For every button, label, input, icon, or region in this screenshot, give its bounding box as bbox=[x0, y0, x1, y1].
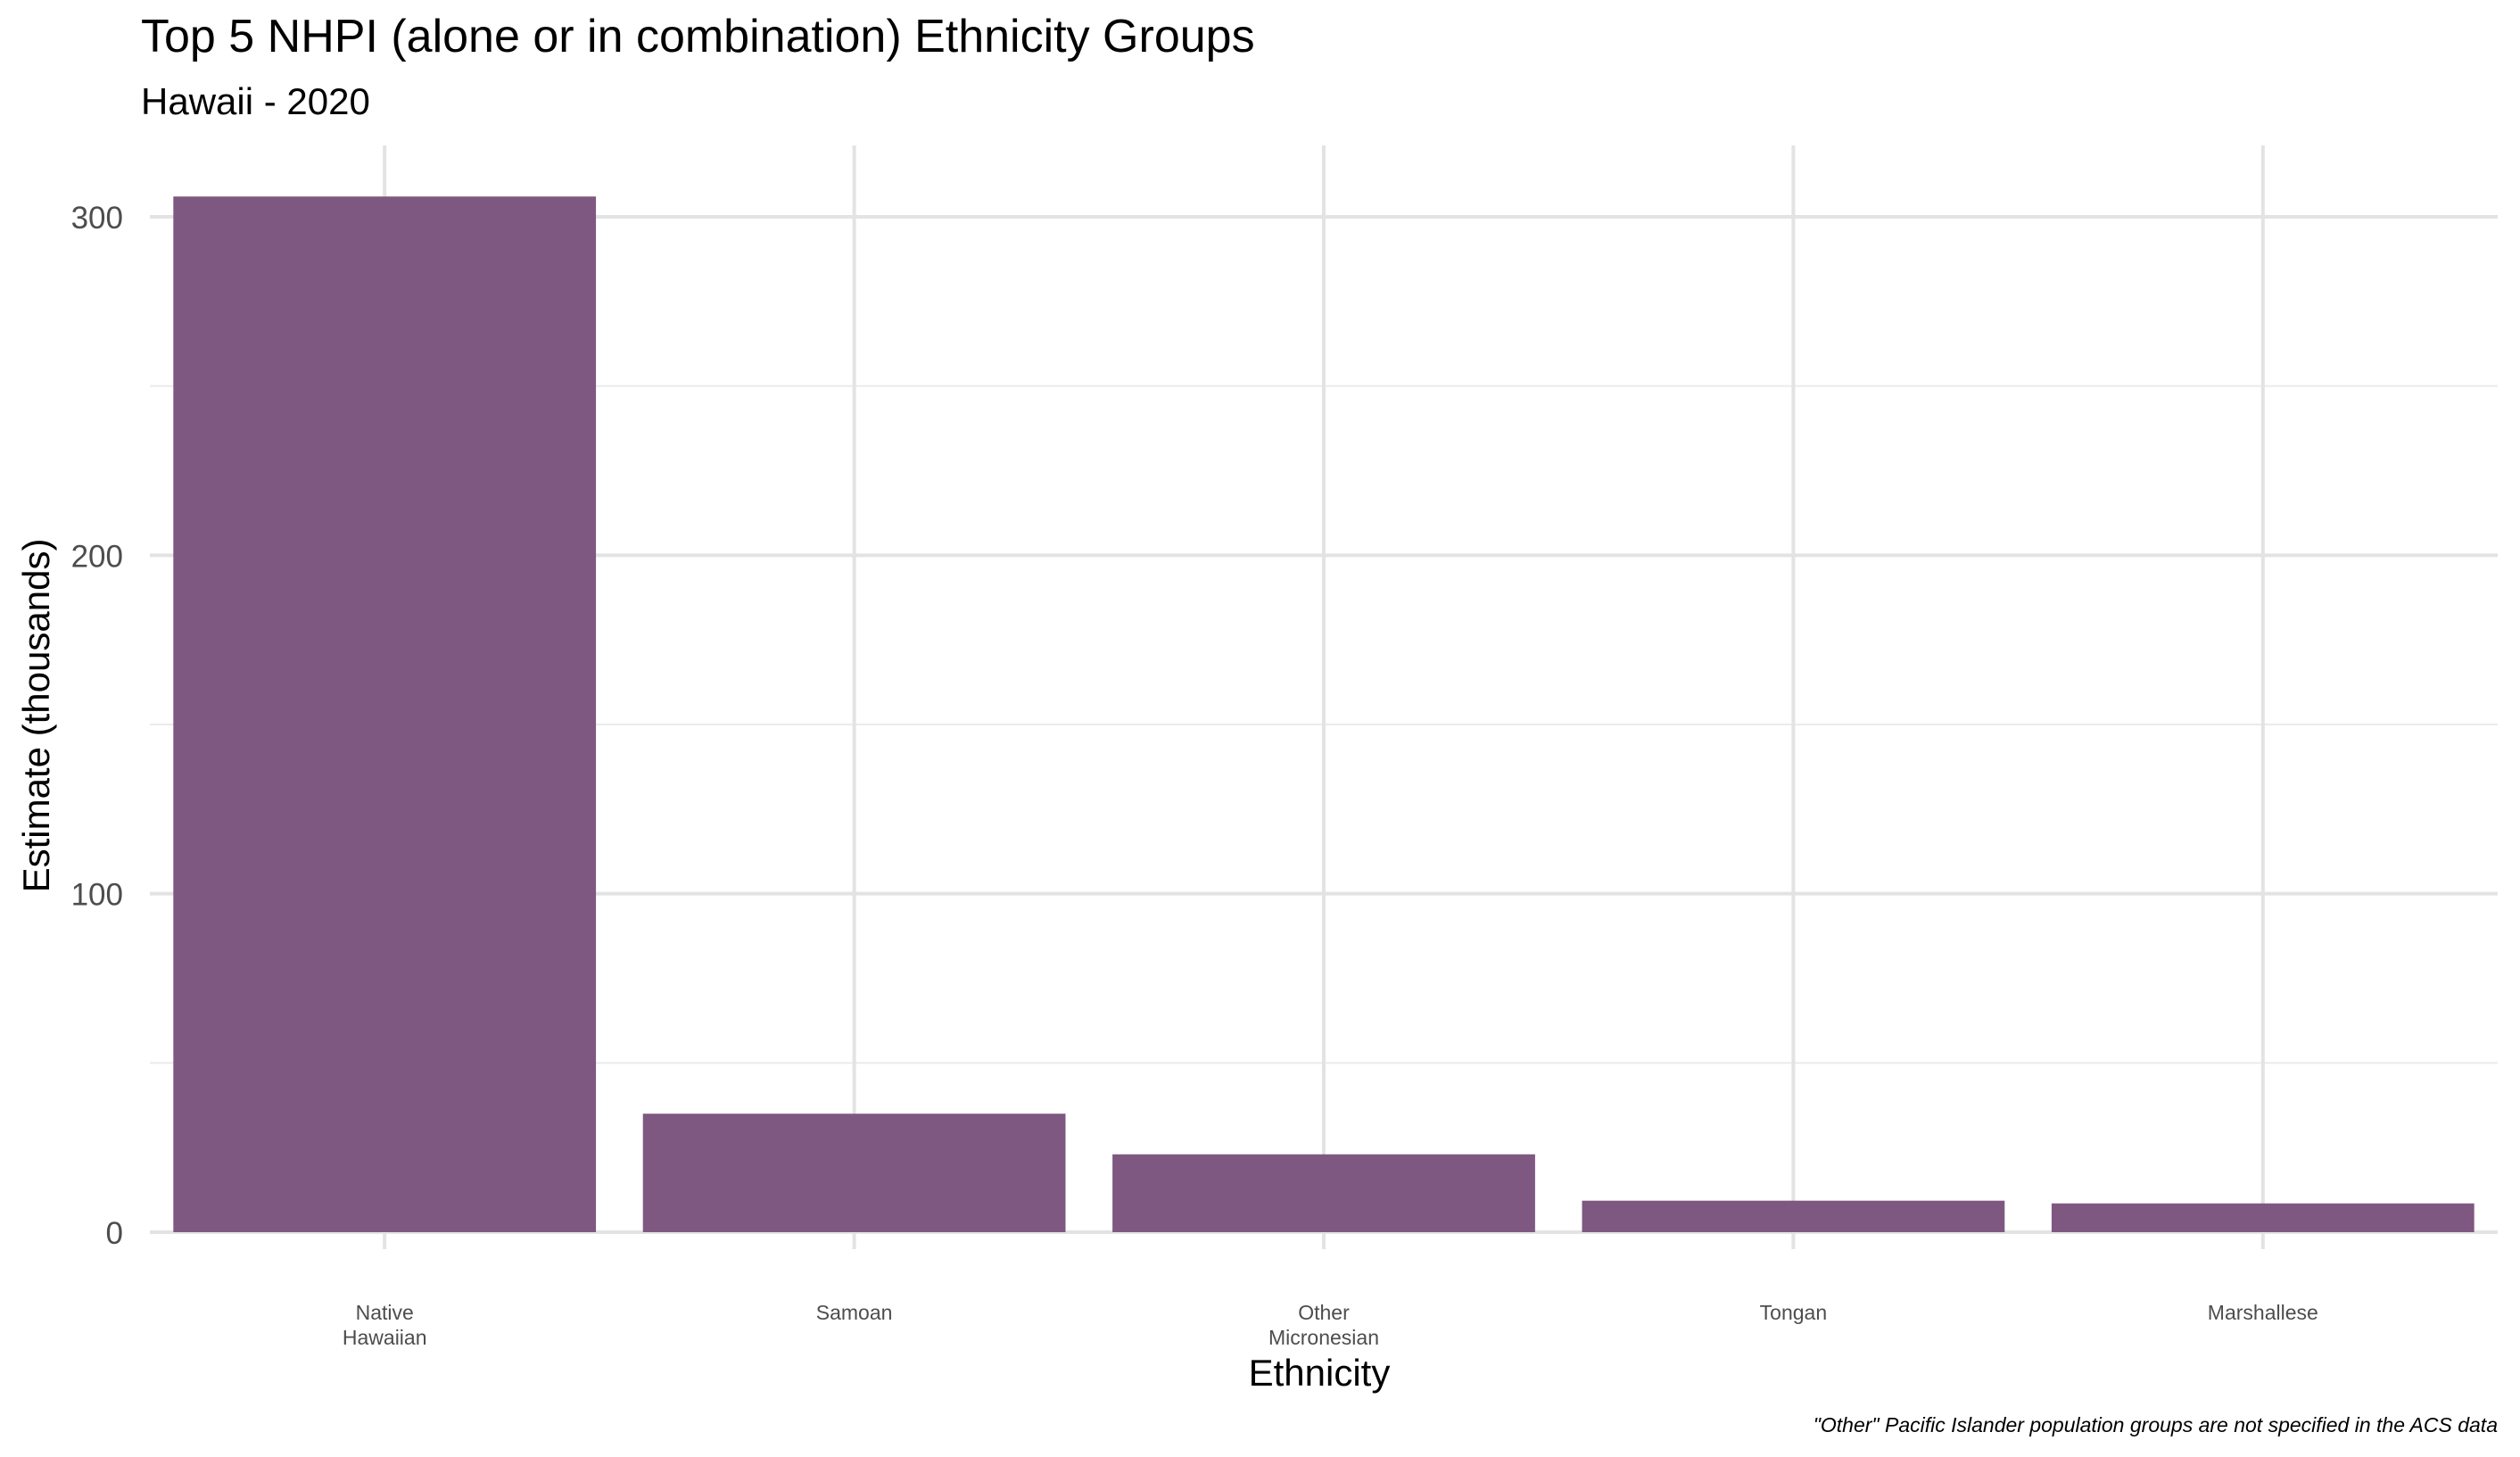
chart-title: Top 5 NHPI (alone or in combination) Eth… bbox=[141, 11, 1255, 62]
x-tick-label-line: Marshallese bbox=[2208, 1301, 2318, 1324]
x-tick-label: Samoan bbox=[816, 1301, 893, 1324]
x-tick-label-line: Samoan bbox=[816, 1301, 893, 1324]
bars bbox=[173, 196, 2475, 1233]
y-tick-label: 300 bbox=[71, 201, 123, 236]
x-tick-label: Marshallese bbox=[2208, 1301, 2318, 1324]
x-tick-label: Other Micronesian bbox=[1268, 1301, 1379, 1349]
x-tick-label: Native Hawaiian bbox=[343, 1301, 427, 1349]
bar-samoan bbox=[642, 1113, 1066, 1232]
axes: 0 100 200 300 Native Hawaiian Samoan Other Micro… bbox=[71, 201, 2318, 1349]
x-tick-label-line: Hawaiian bbox=[343, 1326, 427, 1349]
y-tick-label: 200 bbox=[71, 539, 123, 574]
x-axis-title: Ethnicity bbox=[1249, 1352, 1391, 1394]
chart-subtitle: Hawaii - 2020 bbox=[141, 80, 370, 122]
y-tick-label: 100 bbox=[71, 878, 123, 913]
chart-caption: "Other" Pacific Islander population grou… bbox=[1814, 1413, 2498, 1436]
x-tick-label-line: Micronesian bbox=[1268, 1326, 1379, 1349]
x-tick-label-line: Tongan bbox=[1760, 1301, 1827, 1324]
x-tick-label-line: Native bbox=[356, 1301, 414, 1324]
x-tick-label: Tongan bbox=[1760, 1301, 1827, 1324]
y-tick-label: 0 bbox=[106, 1216, 123, 1251]
bar-marshallese bbox=[2051, 1203, 2475, 1232]
bar-tongan bbox=[1582, 1200, 2005, 1232]
bar-native-hawaiian bbox=[173, 196, 597, 1233]
y-axis-title: Estimate (thousands) bbox=[15, 539, 57, 893]
x-tick-label-line: Other bbox=[1298, 1301, 1350, 1324]
bar-other-micronesian bbox=[1112, 1154, 1535, 1232]
